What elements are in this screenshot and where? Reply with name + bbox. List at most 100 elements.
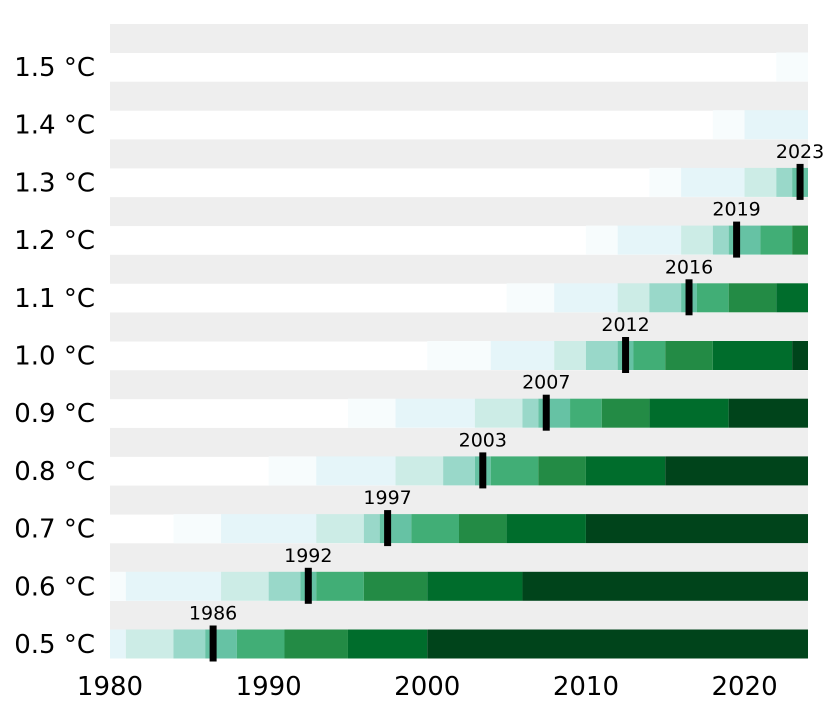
heatmap-cell bbox=[316, 514, 364, 544]
y-tick-label: 0.6 °C bbox=[14, 572, 95, 602]
year-markers: 2023 2019 2016 2012 2007 2003 1997 1992 1986 bbox=[189, 141, 824, 662]
heatmap-cell bbox=[538, 456, 586, 486]
heatmap-cell bbox=[125, 629, 174, 659]
year-marker bbox=[304, 567, 312, 604]
row-band bbox=[110, 427, 808, 457]
heatmap-cell bbox=[268, 571, 301, 601]
heatmap-cell bbox=[443, 456, 475, 486]
heatmap-cell bbox=[649, 167, 682, 197]
row-band bbox=[110, 139, 808, 169]
year-marker-label: 2012 bbox=[601, 314, 649, 336]
year-marker bbox=[542, 394, 550, 431]
heatmap-cell bbox=[363, 514, 380, 544]
y-tick-label: 0.9 °C bbox=[14, 399, 95, 429]
heatmap-cells bbox=[110, 52, 808, 659]
heatmap-cell bbox=[474, 398, 523, 428]
x-tick-label: 1980 bbox=[77, 672, 143, 702]
year-marker-label: 2019 bbox=[712, 199, 760, 221]
heatmap-cell bbox=[347, 398, 396, 428]
heatmap-cell bbox=[506, 514, 586, 544]
year-marker-label: 1997 bbox=[363, 487, 411, 509]
heatmap-cell bbox=[601, 398, 650, 428]
year-marker-label: 1992 bbox=[284, 545, 332, 567]
heatmap-cell bbox=[427, 571, 523, 601]
y-tick-label: 1.0 °C bbox=[14, 342, 95, 372]
heatmap-cell bbox=[554, 283, 618, 313]
y-tick-label: 1.1 °C bbox=[14, 284, 95, 314]
year-marker bbox=[479, 452, 487, 489]
heatmap-cell bbox=[221, 514, 317, 544]
heatmap-cell bbox=[395, 398, 475, 428]
year-marker bbox=[796, 163, 804, 200]
year-marker-label: 2016 bbox=[665, 256, 713, 278]
row-band bbox=[110, 197, 808, 227]
heatmap-cell bbox=[712, 341, 793, 370]
heatmap-cell bbox=[173, 629, 206, 659]
row-band bbox=[110, 601, 808, 630]
heatmap-cell bbox=[110, 629, 126, 659]
heatmap-cell bbox=[427, 629, 808, 659]
heatmap-cell bbox=[459, 514, 507, 544]
heatmap-cell bbox=[728, 283, 777, 313]
row-band bbox=[110, 543, 808, 573]
heatmap-cell bbox=[744, 167, 777, 197]
year-marker bbox=[733, 221, 741, 258]
heatmap-cell bbox=[110, 571, 126, 601]
heatmap-cell bbox=[427, 341, 491, 370]
row-band bbox=[110, 312, 808, 342]
heatmap-cell bbox=[554, 341, 586, 370]
y-tick-label: 1.5 °C bbox=[14, 53, 95, 83]
year-marker bbox=[685, 279, 693, 316]
heatmap-cell bbox=[712, 110, 745, 140]
heatmap-cell bbox=[268, 456, 317, 486]
row-bands bbox=[110, 24, 808, 630]
row-band bbox=[110, 485, 808, 515]
heatmap-cell bbox=[728, 398, 808, 428]
heatmap-cell bbox=[712, 225, 729, 255]
y-tick-label: 0.7 °C bbox=[14, 515, 95, 545]
heatmap-cell bbox=[681, 225, 713, 255]
year-marker-label: 1986 bbox=[189, 603, 237, 625]
heatmap-cell bbox=[125, 571, 222, 601]
y-axis-labels: 1.5 °C 1.4 °C 1.3 °C 1.2 °C 1.1 °C 1.0 °C 0.9 … bbox=[14, 53, 95, 660]
heatmap-cell bbox=[522, 398, 539, 428]
x-tick-label: 2010 bbox=[553, 672, 619, 702]
heatmap-cell bbox=[411, 514, 459, 544]
heatmap-cell bbox=[316, 456, 396, 486]
heatmap-cell bbox=[490, 341, 555, 370]
year-marker bbox=[209, 625, 217, 662]
heatmap-cell bbox=[585, 225, 618, 255]
heatmap-cell bbox=[744, 110, 808, 140]
heatmap-cell bbox=[792, 225, 808, 255]
row-band bbox=[110, 254, 808, 284]
heatmap-cell bbox=[665, 456, 808, 486]
heatmap-cell bbox=[792, 341, 808, 370]
x-tick-label: 1990 bbox=[236, 672, 302, 702]
y-tick-label: 0.8 °C bbox=[14, 457, 95, 487]
y-tick-label: 1.2 °C bbox=[14, 226, 95, 256]
year-marker bbox=[384, 510, 392, 547]
heatmap-cell bbox=[776, 167, 793, 197]
heatmap-cell bbox=[617, 225, 682, 255]
heatmap-cell bbox=[617, 283, 650, 313]
heatmap-cell bbox=[173, 514, 222, 544]
heatmap-cell bbox=[696, 283, 729, 313]
heatmap-cell bbox=[316, 571, 364, 601]
heatmap-cell bbox=[585, 456, 666, 486]
x-tick-label: 2000 bbox=[394, 672, 460, 702]
heatmap-cell bbox=[760, 225, 793, 255]
year-marker bbox=[622, 337, 630, 373]
heatmap-cell bbox=[221, 571, 269, 601]
heatmap-cell bbox=[570, 398, 602, 428]
heatmap-cell bbox=[649, 398, 729, 428]
y-tick-label: 0.5 °C bbox=[14, 630, 95, 660]
x-axis-ticks: 1980 1990 2000 2010 2020 bbox=[77, 672, 778, 702]
year-marker-label: 2007 bbox=[522, 372, 570, 394]
heatmap-cell bbox=[776, 283, 808, 313]
heatmap-cell bbox=[395, 456, 444, 486]
heatmap-cell bbox=[585, 514, 808, 544]
heatmap-cell bbox=[490, 456, 539, 486]
heatmap-cell bbox=[665, 341, 713, 370]
heatmap-cell bbox=[776, 52, 808, 82]
